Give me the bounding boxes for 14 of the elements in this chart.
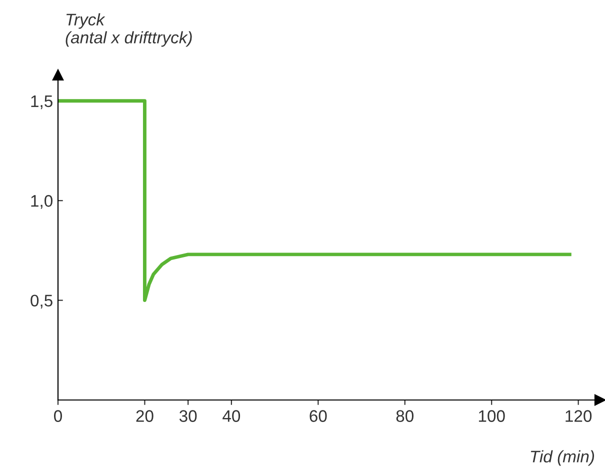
y-tick-label: 1,5 [31, 95, 52, 110]
line-series [58, 99, 572, 302]
x-tick-label: 30 [179, 410, 197, 422]
y-axis-title: Tryck (antal x drifttryck) [66, 13, 192, 47]
x-tick-label: 0 [54, 410, 62, 422]
x-tick-label: 40 [222, 410, 240, 422]
x-tick-label: 120 [566, 410, 592, 422]
y-tick-label: 0,5 [30, 294, 52, 308]
y-tick-label: 1,0 [31, 195, 52, 209]
x-axis-title: Tid (min) [530, 450, 594, 466]
x-tick-label: 80 [396, 410, 414, 422]
x-tick-label: 20 [136, 410, 154, 422]
x-tick-label: 100 [478, 410, 505, 422]
x-tick-label: 60 [310, 410, 327, 422]
